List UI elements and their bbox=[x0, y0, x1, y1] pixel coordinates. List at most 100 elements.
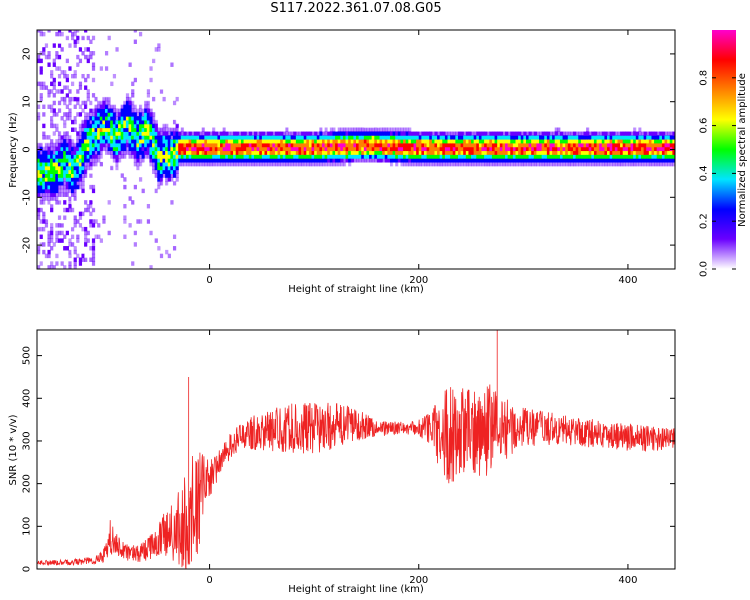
spectrogram-cell bbox=[47, 89, 51, 94]
spectrogram-cell bbox=[429, 138, 433, 144]
spectrogram-cell bbox=[39, 242, 43, 247]
spectrogram-cell bbox=[465, 161, 470, 167]
spectrogram-cell bbox=[55, 196, 59, 201]
spectrogram-cell bbox=[170, 135, 174, 140]
spectrogram-cell bbox=[376, 138, 381, 144]
spectrogram-cell bbox=[133, 135, 137, 140]
spectrogram-cell bbox=[491, 127, 496, 132]
spectrogram-cell bbox=[408, 131, 412, 136]
spectrogram-cell bbox=[138, 123, 143, 129]
spectrogram-cell bbox=[133, 142, 137, 148]
spectrogram-cell bbox=[659, 127, 663, 132]
spectrogram-cell bbox=[128, 142, 132, 148]
spectrogram-cell bbox=[42, 146, 46, 152]
spectrogram-cell bbox=[588, 150, 592, 155]
spectrogram-cell bbox=[410, 135, 415, 140]
spectrogram-cell bbox=[42, 142, 46, 148]
spectrogram-cell bbox=[65, 35, 69, 41]
spectrogram-cell bbox=[361, 150, 365, 155]
spectrogram-cell bbox=[97, 108, 101, 113]
spectrogram-cell bbox=[280, 161, 284, 167]
spectrogram-cell bbox=[254, 142, 258, 148]
spectrogram-cell bbox=[47, 265, 51, 269]
spectrogram-cell bbox=[193, 131, 198, 136]
spectrogram-cell bbox=[146, 142, 151, 148]
spectrogram-cell bbox=[525, 138, 530, 144]
spectrogram-cell bbox=[167, 161, 171, 167]
spectrogram-cell bbox=[507, 138, 511, 144]
spectrogram-cell bbox=[123, 135, 127, 140]
spectrogram-cell bbox=[39, 177, 43, 182]
spectrogram-cell bbox=[539, 161, 543, 167]
spectrogram-cell bbox=[633, 131, 637, 136]
spectrogram-cell bbox=[230, 150, 234, 155]
spectrogram-cell bbox=[81, 211, 85, 217]
spectrogram-cell bbox=[47, 249, 51, 255]
spectrogram-cell bbox=[591, 127, 595, 132]
spectrogram-cell bbox=[180, 142, 185, 148]
spectrogram-cell bbox=[89, 249, 93, 255]
spectrogram-cell bbox=[104, 89, 109, 94]
spectrogram-cell bbox=[115, 158, 119, 163]
spectrogram-cell bbox=[55, 138, 59, 144]
spectrogram-cell bbox=[149, 104, 153, 109]
spectrogram-cell bbox=[157, 184, 161, 190]
spectrogram-cell bbox=[499, 154, 504, 159]
spectrogram-cell bbox=[115, 127, 119, 132]
spectrogram-cell bbox=[447, 158, 451, 163]
spectrogram-cell bbox=[254, 146, 258, 152]
spectrogram-cell bbox=[646, 150, 650, 155]
spectrogram-cell bbox=[418, 142, 422, 148]
spectrogram-cell bbox=[630, 135, 634, 140]
spectrogram-cell bbox=[322, 146, 326, 152]
spectrogram-cell bbox=[115, 131, 119, 136]
spectrogram-cell bbox=[57, 142, 62, 148]
spectrogram-cell bbox=[235, 127, 239, 132]
spectrogram-cell bbox=[612, 131, 616, 136]
spectrogram-cell bbox=[444, 138, 449, 144]
spectrogram-cell bbox=[84, 135, 88, 140]
chart-title: S117.2022.361.07.08.G05 bbox=[270, 1, 442, 16]
spectrogram-cell bbox=[672, 135, 675, 140]
spectrogram-cell bbox=[201, 158, 205, 163]
spectrogram-cell bbox=[76, 169, 80, 174]
spectrogram-cell bbox=[141, 123, 145, 129]
spectrogram-cell bbox=[340, 158, 344, 163]
spectrogram-cell bbox=[617, 131, 621, 136]
spectrogram-cell bbox=[274, 161, 279, 167]
spectrogram-cell bbox=[387, 158, 391, 163]
spectrogram-cell bbox=[44, 146, 49, 152]
spectrogram-cell bbox=[70, 146, 75, 152]
spectrogram-cell bbox=[562, 131, 566, 136]
spectrogram-cell bbox=[57, 249, 62, 255]
spectrogram-cell bbox=[230, 161, 234, 167]
spectrogram-cell bbox=[583, 142, 587, 148]
spectrogram-cell bbox=[63, 112, 67, 117]
spectrogram-cell bbox=[178, 146, 182, 152]
spectrogram-cell bbox=[94, 131, 98, 136]
spectrogram-cell bbox=[596, 131, 600, 136]
spectrogram-cell bbox=[167, 165, 171, 171]
spectrogram-cell bbox=[107, 119, 111, 125]
spectrogram-cell bbox=[303, 161, 307, 167]
spectrogram-cell bbox=[421, 158, 425, 163]
spectrogram-cell bbox=[39, 184, 43, 190]
spectrogram-cell bbox=[502, 158, 506, 163]
spectrogram-cell bbox=[152, 127, 156, 132]
spectrogram-cell bbox=[641, 142, 645, 148]
spectrogram-cell bbox=[554, 154, 558, 159]
spectrogram-cell bbox=[162, 131, 166, 136]
spectrogram-cell bbox=[220, 154, 224, 159]
spectrogram-cell bbox=[233, 146, 237, 152]
spectrogram-cell bbox=[50, 150, 54, 155]
spectrogram-cell bbox=[233, 154, 237, 159]
spectrogram-cell bbox=[549, 146, 553, 152]
spectrogram-cell bbox=[604, 154, 608, 159]
spectrogram-cell bbox=[44, 154, 49, 159]
spectrogram-cell bbox=[57, 150, 62, 155]
spectrogram-cell bbox=[536, 135, 540, 140]
spectrogram-cell bbox=[97, 161, 101, 167]
spectrogram-cell bbox=[609, 131, 613, 136]
spectrogram-cell bbox=[217, 150, 221, 155]
spectrogram-cell bbox=[588, 135, 592, 140]
